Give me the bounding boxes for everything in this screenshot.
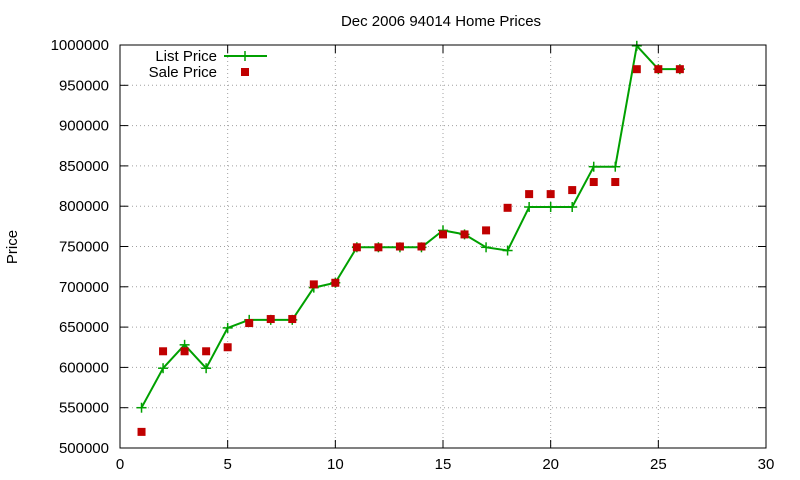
list-price-point <box>610 161 621 172</box>
y-tick-label: 750000 <box>59 239 109 256</box>
sale-price-point <box>331 278 340 287</box>
x-tick-label: 15 <box>435 456 452 473</box>
sale-price-point <box>395 242 404 251</box>
y-tick-label: 1000000 <box>51 37 109 54</box>
sale-price-point <box>223 343 232 352</box>
y-tick-label: 650000 <box>59 319 109 336</box>
sale-price-point <box>417 242 426 251</box>
list-price-point <box>567 202 578 213</box>
list-price-point <box>158 363 169 374</box>
x-tick-label: 30 <box>758 456 775 473</box>
series-line-list-price <box>140 44 680 409</box>
sale-price-point <box>180 347 189 356</box>
legend: List Price Sale Price <box>149 48 267 81</box>
list-price-point <box>502 245 513 256</box>
y-tick-label: 550000 <box>59 400 109 417</box>
sale-price-point <box>137 427 146 436</box>
list-price-point <box>136 402 147 413</box>
axis-ticks: 500000 550000 600000 650000 700000 750000 8000… <box>51 37 775 473</box>
sale-price-point <box>482 226 491 235</box>
x-tick-label: 20 <box>542 456 559 473</box>
sale-price-point <box>589 178 598 187</box>
sale-price-point <box>159 347 168 356</box>
sale-price-point <box>632 65 641 74</box>
list-price-point <box>545 202 556 213</box>
list-price-point <box>588 161 599 172</box>
y-tick-label: 800000 <box>59 198 109 215</box>
y-tick-label: 600000 <box>59 359 109 376</box>
sale-price-point <box>546 190 555 199</box>
plot-frame <box>119 44 767 449</box>
sale-price-point <box>245 319 254 328</box>
list-price-point <box>481 242 492 253</box>
sale-price-point <box>202 347 211 356</box>
legend-label-list-price: List Price <box>155 48 217 65</box>
sale-price-point <box>374 243 383 252</box>
sale-price-point <box>460 230 469 239</box>
sale-price-point <box>525 190 534 199</box>
list-price-point <box>222 322 233 333</box>
sale-price-point <box>266 315 275 324</box>
sale-price-point <box>439 230 447 239</box>
legend-swatch-sale-price <box>241 68 249 76</box>
series-marks <box>136 40 685 436</box>
chart-title: Dec 2006 94014 Home Prices <box>341 13 541 30</box>
x-tick-label: 10 <box>327 456 344 473</box>
y-tick-label: 850000 <box>59 158 109 175</box>
sale-price-point <box>654 65 663 74</box>
legend-label-sale-price: Sale Price <box>149 64 217 81</box>
x-tick-label: 0 <box>116 456 124 473</box>
list-price-point <box>631 40 642 51</box>
x-tick-label: 5 <box>223 456 231 473</box>
y-tick-label: 950000 <box>59 77 109 94</box>
sale-price-point <box>503 203 512 212</box>
sale-price-point <box>611 178 620 187</box>
y-tick-label: 500000 <box>59 440 109 457</box>
sale-price-point <box>352 243 361 252</box>
list-price-point <box>201 363 212 374</box>
sale-price-point <box>568 186 577 195</box>
y-tick-label: 900000 <box>59 118 109 135</box>
y-axis-label: Price <box>4 230 21 264</box>
y-tick-label: 700000 <box>59 279 109 296</box>
sale-price-point <box>309 280 318 289</box>
grid <box>120 45 766 448</box>
list-price-point <box>524 202 535 213</box>
sale-price-point <box>675 65 684 74</box>
x-tick-label: 25 <box>650 456 667 473</box>
sale-price-point <box>288 315 297 324</box>
